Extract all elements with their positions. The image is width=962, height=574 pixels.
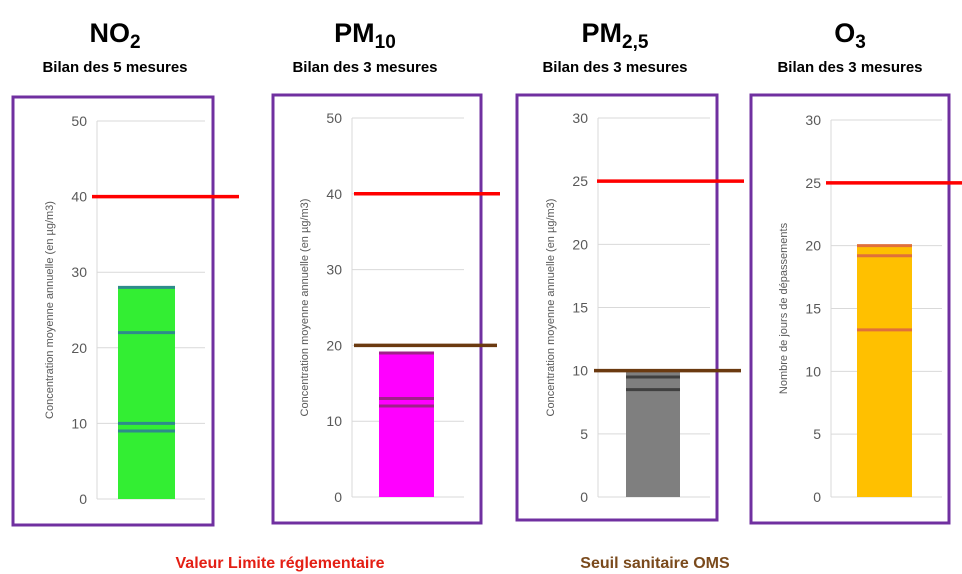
chart-panel: NO2 Bilan des 5 mesures 0 10 20 30 40 50 Concent… xyxy=(11,18,239,527)
title-subscript: 2 xyxy=(130,32,141,53)
y-tick-label: 30 xyxy=(326,262,342,278)
y-tick-label: 5 xyxy=(580,426,588,442)
title-main: PM xyxy=(582,18,623,48)
bar xyxy=(626,370,680,497)
y-tick-label: 20 xyxy=(805,238,821,254)
y-tick-label: 40 xyxy=(326,186,342,202)
y-tick-label: 25 xyxy=(572,173,588,189)
y-axis-label: Concentration moyenne annuelle (en µg/m3… xyxy=(44,201,56,419)
y-tick-label: 10 xyxy=(572,363,588,379)
chart-title: PM10 xyxy=(334,18,396,53)
legend: Valeur Limite réglementaire Seuil sanita… xyxy=(176,555,731,572)
y-tick-label: 10 xyxy=(71,415,87,431)
y-tick-label: 0 xyxy=(580,489,588,505)
chart-panel: PM2,5 Bilan des 3 mesures 0 5 10 15 20 25 30 Conc… xyxy=(515,18,744,522)
y-tick-label: 30 xyxy=(71,264,87,280)
chart-title: PM2,5 xyxy=(582,18,649,53)
y-tick-label: 0 xyxy=(813,489,821,505)
y-tick-label: 20 xyxy=(71,340,87,356)
chart-subtitle: Bilan des 3 mesures xyxy=(542,59,687,76)
title-subscript: 3 xyxy=(855,32,866,53)
y-tick-label: 20 xyxy=(326,337,342,353)
y-tick-label: 15 xyxy=(572,300,588,316)
title-main: NO xyxy=(89,18,130,48)
title-main: PM xyxy=(334,18,375,48)
y-axis-label: Nombre de jours de dépassements xyxy=(778,222,790,394)
y-axis-label: Concentration moyenne annuelle (en µg/m3… xyxy=(299,199,311,417)
y-tick-label: 0 xyxy=(79,491,87,507)
chart-frame xyxy=(271,93,483,525)
y-tick-label: 15 xyxy=(805,301,821,317)
legend-limit-label: Valeur Limite réglementaire xyxy=(176,555,385,572)
y-tick-label: 5 xyxy=(813,426,821,442)
chart-subtitle: Bilan des 3 mesures xyxy=(777,59,922,76)
chart-frame xyxy=(749,93,951,525)
y-tick-label: 40 xyxy=(71,189,87,205)
chart-title: NO2 xyxy=(89,18,140,53)
bar xyxy=(857,245,912,497)
legend-oms-label: Seuil sanitaire OMS xyxy=(580,555,730,572)
y-tick-label: 10 xyxy=(805,363,821,379)
y-tick-label: 50 xyxy=(71,113,87,129)
y-tick-label: 30 xyxy=(572,110,588,126)
title-subscript: 10 xyxy=(375,32,396,53)
chart-title: O3 xyxy=(834,18,866,53)
title-subscript: 2,5 xyxy=(622,32,649,53)
y-tick-label: 10 xyxy=(326,413,342,429)
chart-frame xyxy=(515,93,719,522)
chart-frame xyxy=(11,95,215,527)
title-main: O xyxy=(834,18,855,48)
y-tick-label: 25 xyxy=(805,175,821,191)
chart-subtitle: Bilan des 5 mesures xyxy=(42,59,187,76)
bar xyxy=(379,352,434,497)
y-axis-label: Concentration moyenne annuelle (en µg/m3… xyxy=(545,199,557,417)
bar xyxy=(118,287,175,499)
y-tick-label: 20 xyxy=(572,236,588,252)
chart-subtitle: Bilan des 3 mesures xyxy=(292,59,437,76)
y-tick-label: 50 xyxy=(326,110,342,126)
y-tick-label: 30 xyxy=(805,112,821,128)
y-tick-label: 0 xyxy=(334,489,342,505)
chart-panel: O3 Bilan des 3 mesures 0 5 10 15 20 25 30 Nombre … xyxy=(749,18,962,525)
